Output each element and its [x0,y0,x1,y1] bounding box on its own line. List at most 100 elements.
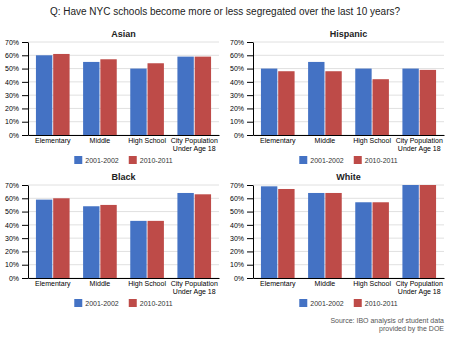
y-tick-line [22,108,28,109]
grid [253,185,444,278]
x-tick: City PopulationUnder Age 18 [171,278,218,296]
bar [325,193,341,278]
y-tick-label: 60% [230,52,244,59]
x-tick: Elementary [260,278,296,288]
y-tick: 20% [230,105,253,112]
y-tick-label: 10% [230,118,244,125]
y-tick: 40% [5,79,28,86]
bars [261,62,436,135]
panel-title: Asian [111,29,136,39]
legend-label: 2010-2011 [140,300,173,307]
bar [53,198,69,278]
y-tick-label: 60% [230,195,244,202]
bar [261,186,277,278]
y-axis-line [253,43,254,136]
x-tick-label: Middle [315,280,336,287]
bar [53,54,69,135]
legend-swatch [299,299,307,307]
y-axis: 0%10%20%30%40%50%60%70% [5,39,29,139]
y-tick-line [247,238,253,239]
grid [28,185,219,278]
bar [373,202,389,278]
y-tick-line [22,95,28,96]
y-tick: 10% [230,261,253,268]
grid [28,42,219,135]
y-tick-line [247,108,253,109]
text-line: High School [128,137,166,145]
y-tick-line [22,69,28,70]
text-line: Source: IBO analysis of student data [330,317,444,325]
legend-swatch [299,156,307,164]
y-tick-label: 30% [5,235,19,242]
x-tick-label: City PopulationUnder Age 18 [396,280,443,296]
legend-label: 2001-2002 [85,157,119,164]
y-tick: 50% [5,208,28,215]
x-tick-label: City PopulationUnder Age 18 [396,137,443,153]
panel: 0%10%20%30%40%50%60%70%ElementaryMiddleH… [230,29,445,164]
panel: 0%10%20%30%40%50%60%70%ElementaryMiddleH… [5,172,220,307]
y-axis-line [253,186,254,279]
y-tick-label: 60% [5,52,19,59]
y-tick-label: 40% [230,222,244,229]
grid-line [28,185,219,186]
legend-item: 2010-2011 [354,299,398,307]
y-axis-line [28,186,29,279]
bar [83,206,99,278]
legend-swatch [354,156,362,164]
y-tick: 10% [230,118,253,125]
x-tick: City PopulationUnder Age 18 [396,278,443,296]
bar [100,59,116,135]
text-line: Elementary [260,137,296,145]
text-line: Middle [90,137,111,144]
x-tick-label: Elementary [35,280,71,288]
y-tick-label: 30% [5,92,19,99]
x-tick: Middle [315,135,336,144]
y-tick-label: 30% [230,235,244,242]
x-tick: Middle [315,278,336,287]
y-tick: 30% [230,92,253,99]
bar [355,202,371,278]
x-tick-label: City PopulationUnder Age 18 [171,137,218,153]
x-tick-label: Elementary [35,137,71,145]
y-tick-line [22,198,28,199]
y-tick-line [22,82,28,83]
text-line: Under Age 18 [173,145,216,153]
x-tick-label: Middle [315,137,336,144]
y-tick-label: 50% [230,208,244,215]
text-line: Middle [90,280,111,287]
text-line: Elementary [260,280,296,288]
x-tick-label: High School [128,280,166,288]
bar [130,221,146,278]
y-tick-label: 70% [5,39,19,46]
y-tick-label: 0% [234,275,244,282]
bar-series [278,70,436,135]
text-line: Elementary [35,137,71,145]
y-tick-label: 10% [5,118,19,125]
y-tick-line [22,212,28,213]
x-axis: ElementaryMiddleHigh SchoolCity Populati… [254,278,445,296]
legend: 2001-20022010-2011 [299,156,398,164]
bar-series [53,54,211,135]
bars [36,193,211,278]
y-tick-line [247,69,253,70]
y-tick: 30% [5,92,28,99]
bar-series [36,193,194,278]
bar [420,70,436,135]
bar [177,57,193,135]
x-axis-line [29,278,220,279]
text-line: Under Age 18 [173,288,216,296]
y-axis-line [28,43,29,136]
figure-title: Q: Have NYC schools become more or less … [50,6,401,17]
y-tick-label: 0% [9,275,19,282]
y-tick-line [22,55,28,56]
legend-label: 2001-2002 [310,157,344,164]
bar [420,185,436,278]
bar [83,62,99,135]
y-tick-label: 50% [5,65,19,72]
source-note: Source: IBO analysis of student dataprov… [330,317,444,333]
legend-swatch [74,299,82,307]
y-tick-line [247,82,253,83]
x-axis-line [254,135,445,136]
y-tick: 20% [230,248,253,255]
y-tick-label: 40% [5,222,19,229]
